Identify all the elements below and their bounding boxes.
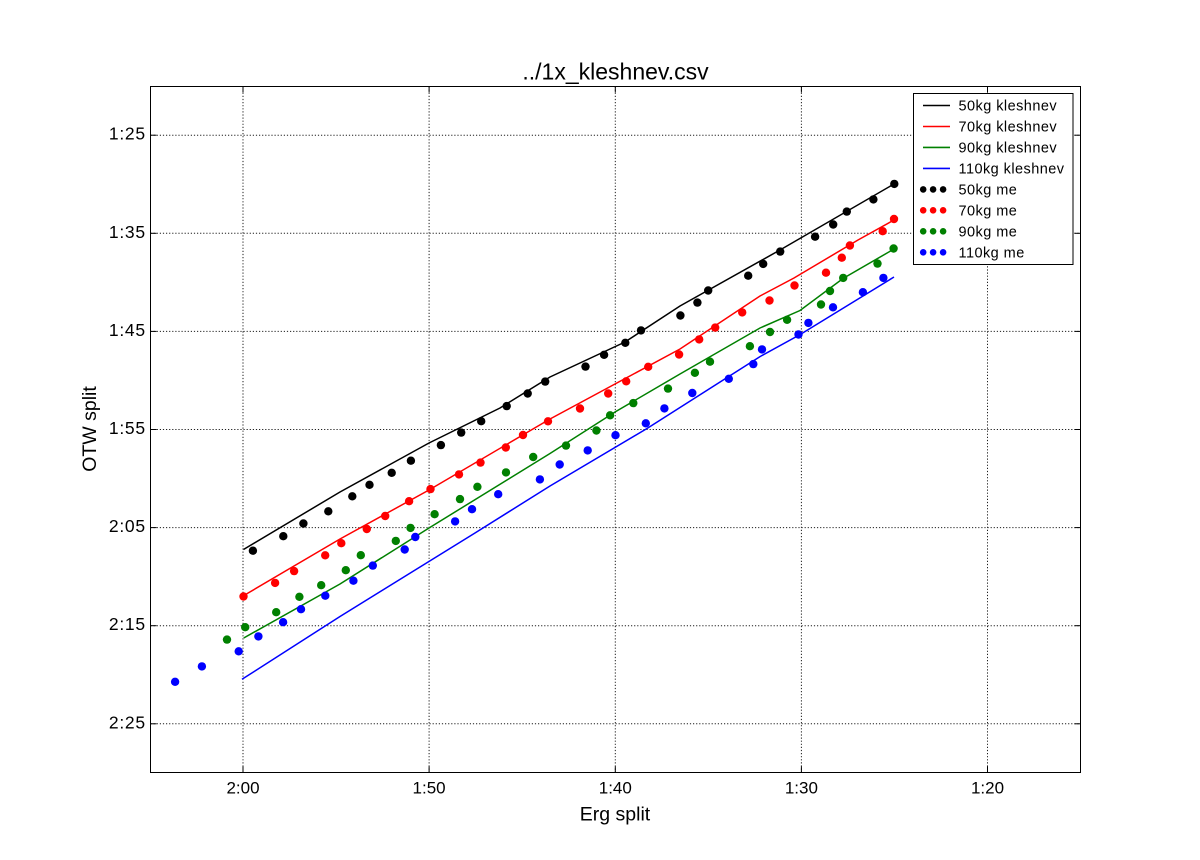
svg-text:../1x_kleshnev.csv: ../1x_kleshnev.csv xyxy=(522,59,709,85)
svg-text:50kg me: 50kg me xyxy=(959,183,1018,199)
svg-text:70kg kleshnev: 70kg kleshnev xyxy=(959,120,1058,136)
svg-text:Erg split: Erg split xyxy=(580,804,651,826)
svg-text:1:25: 1:25 xyxy=(109,124,146,144)
svg-text:90kg me: 90kg me xyxy=(959,225,1018,241)
svg-text:OTW split: OTW split xyxy=(79,386,101,472)
svg-text:110kg me: 110kg me xyxy=(959,246,1025,262)
svg-text:1:50: 1:50 xyxy=(413,779,446,798)
svg-text:1:20: 1:20 xyxy=(971,779,1004,798)
svg-text:70kg me: 70kg me xyxy=(959,204,1018,220)
svg-text:2:25: 2:25 xyxy=(109,712,146,732)
svg-text:110kg kleshnev: 110kg kleshnev xyxy=(959,162,1065,178)
svg-text:50kg kleshnev: 50kg kleshnev xyxy=(959,99,1058,115)
svg-text:2:15: 2:15 xyxy=(109,614,146,634)
svg-text:1:35: 1:35 xyxy=(109,222,146,242)
svg-text:2:05: 2:05 xyxy=(109,516,146,536)
svg-text:1:45: 1:45 xyxy=(109,320,146,340)
svg-text:1:40: 1:40 xyxy=(599,779,632,798)
svg-text:1:55: 1:55 xyxy=(109,418,146,438)
svg-text:2:00: 2:00 xyxy=(226,779,259,798)
svg-text:90kg kleshnev: 90kg kleshnev xyxy=(959,141,1058,157)
svg-text:1:30: 1:30 xyxy=(785,779,818,798)
